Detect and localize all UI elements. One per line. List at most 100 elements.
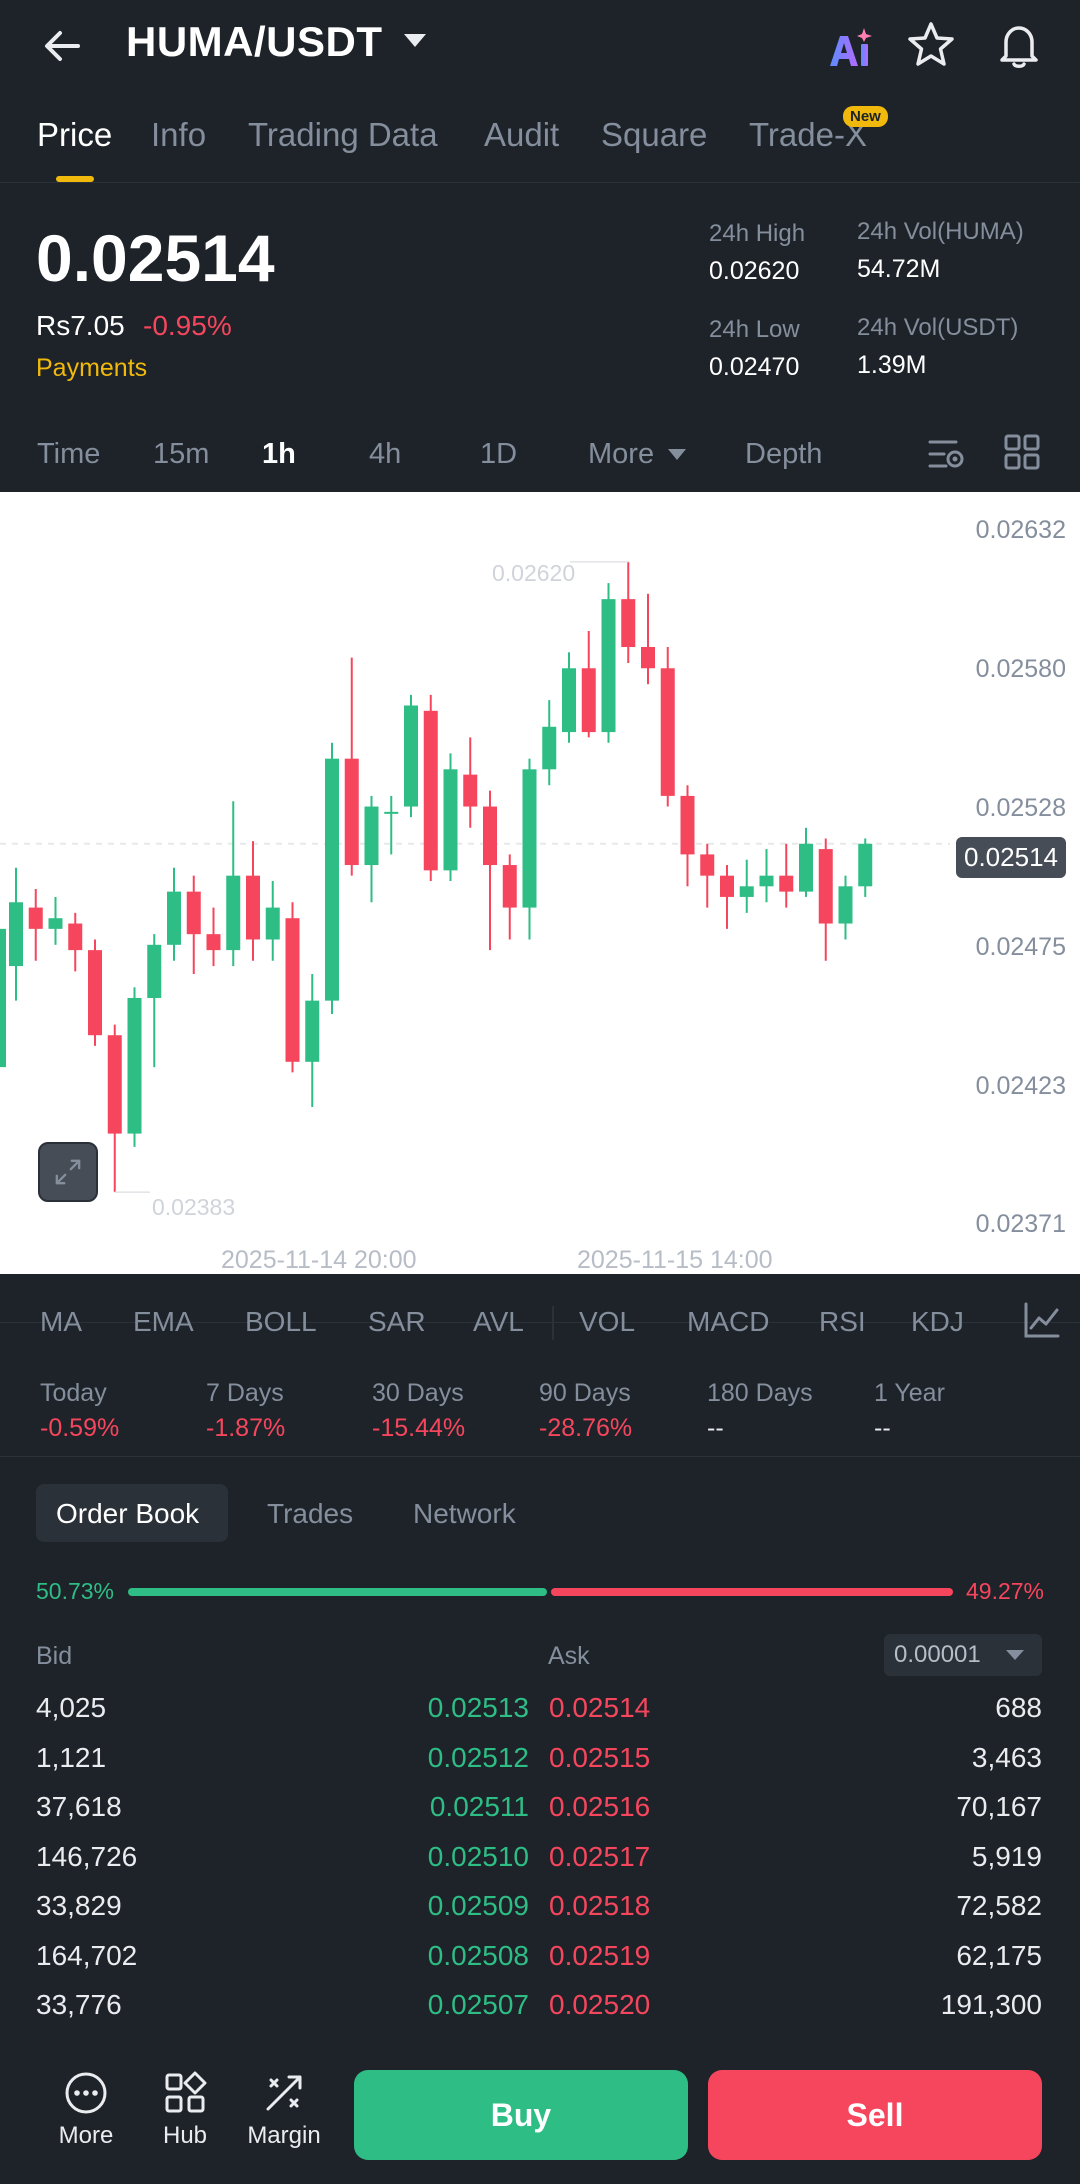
back-arrow-icon[interactable] xyxy=(38,22,86,70)
chart-settings-icon[interactable] xyxy=(926,434,966,474)
candle-body xyxy=(68,923,83,951)
indicator-rsi[interactable]: RSI xyxy=(819,1306,866,1337)
ask-price: 0.02516 xyxy=(549,1791,651,1822)
favorite-star-icon[interactable] xyxy=(906,20,956,70)
perf-label-1y: 1 Year xyxy=(874,1379,945,1407)
stat-low-label: 24h Low xyxy=(709,316,800,343)
candle-body xyxy=(700,854,715,876)
ask-quantity: 688 xyxy=(995,1692,1042,1723)
y-tick-label: 0.02580 xyxy=(975,655,1066,683)
new-badge: New xyxy=(843,106,888,127)
y-tick-label: 0.02475 xyxy=(975,933,1066,961)
candle-body xyxy=(384,811,399,814)
bid-quantity: 1,121 xyxy=(36,1742,107,1773)
candle-body xyxy=(186,891,201,935)
indicator-chart-icon[interactable] xyxy=(1022,1300,1062,1340)
precision-value: 0.00001 xyxy=(894,1641,981,1668)
more-caret-icon[interactable] xyxy=(668,449,686,460)
interval-4h[interactable]: 4h xyxy=(369,438,402,470)
candle-body xyxy=(799,843,813,892)
bid-price: 0.02507 xyxy=(427,1989,529,2020)
indicator-kdj[interactable]: KDJ xyxy=(911,1306,964,1337)
tab-network[interactable]: Network xyxy=(413,1498,516,1529)
ai-icon[interactable] xyxy=(826,24,874,72)
candle-body xyxy=(720,875,734,897)
indicator-sar[interactable]: SAR xyxy=(368,1306,426,1337)
bid-price: 0.02513 xyxy=(427,1692,529,1723)
y-tick-label: 0.02632 xyxy=(975,516,1066,544)
ask-ratio-percent: 49.27% xyxy=(965,1578,1044,1604)
stat-low-value: 0.02470 xyxy=(709,353,800,381)
interval-1h[interactable]: 1h xyxy=(262,438,296,470)
price-chart[interactable]: 0.02632 0.02580 0.02528 0.02475 0.02423 … xyxy=(0,492,1080,1274)
orderbook-row[interactable]: 4,025 0.02513 0.02514 688 xyxy=(0,1684,1080,1732)
indicator-ema[interactable]: EMA xyxy=(133,1306,194,1337)
orderbook-row[interactable]: 146,726 0.02510 0.02517 5,919 xyxy=(0,1833,1080,1881)
stat-vol-base-value: 54.72M xyxy=(857,255,941,283)
ask-quantity: 5,919 xyxy=(971,1841,1042,1872)
pair-title[interactable]: HUMA/USDT xyxy=(126,18,383,65)
candle-body xyxy=(838,886,853,924)
indicator-macd[interactable]: MACD xyxy=(687,1306,770,1337)
orderbook-row[interactable]: 33,829 0.02509 0.02518 72,582 xyxy=(0,1882,1080,1930)
ask-column-header: Ask xyxy=(548,1642,590,1670)
interval-depth[interactable]: Depth xyxy=(745,438,823,470)
interval-1d[interactable]: 1D xyxy=(480,438,518,470)
indicator-separator xyxy=(552,1306,554,1340)
orderbook-row[interactable]: 164,702 0.02508 0.02519 62,175 xyxy=(0,1932,1080,1980)
candle-body xyxy=(680,795,695,855)
orderbook-row[interactable]: 1,121 0.02512 0.02515 3,463 xyxy=(0,1734,1080,1782)
candle-body xyxy=(562,668,576,733)
tab-order-book[interactable]: Order Book xyxy=(56,1498,200,1529)
interval-more[interactable]: More xyxy=(588,438,655,470)
perf-value-30d: -15.44% xyxy=(372,1414,466,1442)
notification-bell-icon[interactable] xyxy=(994,20,1044,70)
candle-body xyxy=(739,886,754,897)
candle-body xyxy=(28,907,43,929)
candle-body xyxy=(423,710,438,871)
candle-body xyxy=(364,806,379,866)
indicator-vol[interactable]: VOL xyxy=(579,1306,636,1337)
active-orderbook-tab-bg xyxy=(36,1484,228,1542)
indicator-ma[interactable]: MA xyxy=(40,1306,82,1337)
tab-info[interactable]: Info xyxy=(151,116,207,153)
bid-quantity: 33,829 xyxy=(36,1890,122,1921)
candle-body xyxy=(127,997,142,1134)
sell-button[interactable]: Sell xyxy=(708,2070,1042,2160)
indicator-avl[interactable]: AVL xyxy=(473,1306,524,1337)
expand-chart-button[interactable] xyxy=(38,1142,98,1202)
bid-price: 0.02510 xyxy=(427,1841,529,1872)
stat-high-value: 0.02620 xyxy=(709,257,800,285)
bid-price: 0.02508 xyxy=(427,1940,529,1971)
tab-audit[interactable]: Audit xyxy=(484,116,560,153)
candle-body xyxy=(0,928,6,1068)
orderbook-row[interactable]: 33,776 0.02507 0.02520 191,300 xyxy=(0,1981,1080,2029)
tab-price[interactable]: Price xyxy=(37,116,113,153)
precision-select[interactable]: 0.00001 xyxy=(884,1634,1042,1676)
layout-grid-icon[interactable] xyxy=(1002,432,1042,472)
candle-body xyxy=(601,599,616,733)
fiat-price: Rs7.05 xyxy=(36,310,125,341)
interval-time[interactable]: Time xyxy=(37,438,101,470)
tab-trades[interactable]: Trades xyxy=(267,1498,354,1529)
hub-button[interactable]: Hub xyxy=(143,2070,227,2150)
tab-trading-data[interactable]: Trading Data xyxy=(248,116,438,153)
indicator-boll[interactable]: BOLL xyxy=(245,1306,317,1337)
candle-body xyxy=(502,865,517,908)
orderbook-row[interactable]: 37,618 0.02511 0.02516 70,167 xyxy=(0,1783,1080,1831)
hub-icon xyxy=(165,2071,207,2113)
buy-button[interactable]: Buy xyxy=(354,2070,688,2160)
tab-square[interactable]: Square xyxy=(601,116,708,153)
interval-15m[interactable]: 15m xyxy=(153,438,210,470)
candle-body xyxy=(483,806,497,866)
perf-label-7d: 7 Days xyxy=(206,1379,284,1407)
margin-button[interactable]: Margin xyxy=(242,2070,326,2150)
payments-link[interactable]: Payments xyxy=(36,354,148,382)
more-button[interactable]: More xyxy=(44,2070,128,2150)
bid-quantity: 33,776 xyxy=(36,1989,122,2020)
perf-label-today: Today xyxy=(40,1379,107,1407)
more-label: More xyxy=(58,2122,114,2149)
pair-dropdown-caret-icon[interactable] xyxy=(404,34,426,47)
perf-label-90d: 90 Days xyxy=(539,1379,631,1407)
perf-value-180d: -- xyxy=(707,1414,724,1442)
